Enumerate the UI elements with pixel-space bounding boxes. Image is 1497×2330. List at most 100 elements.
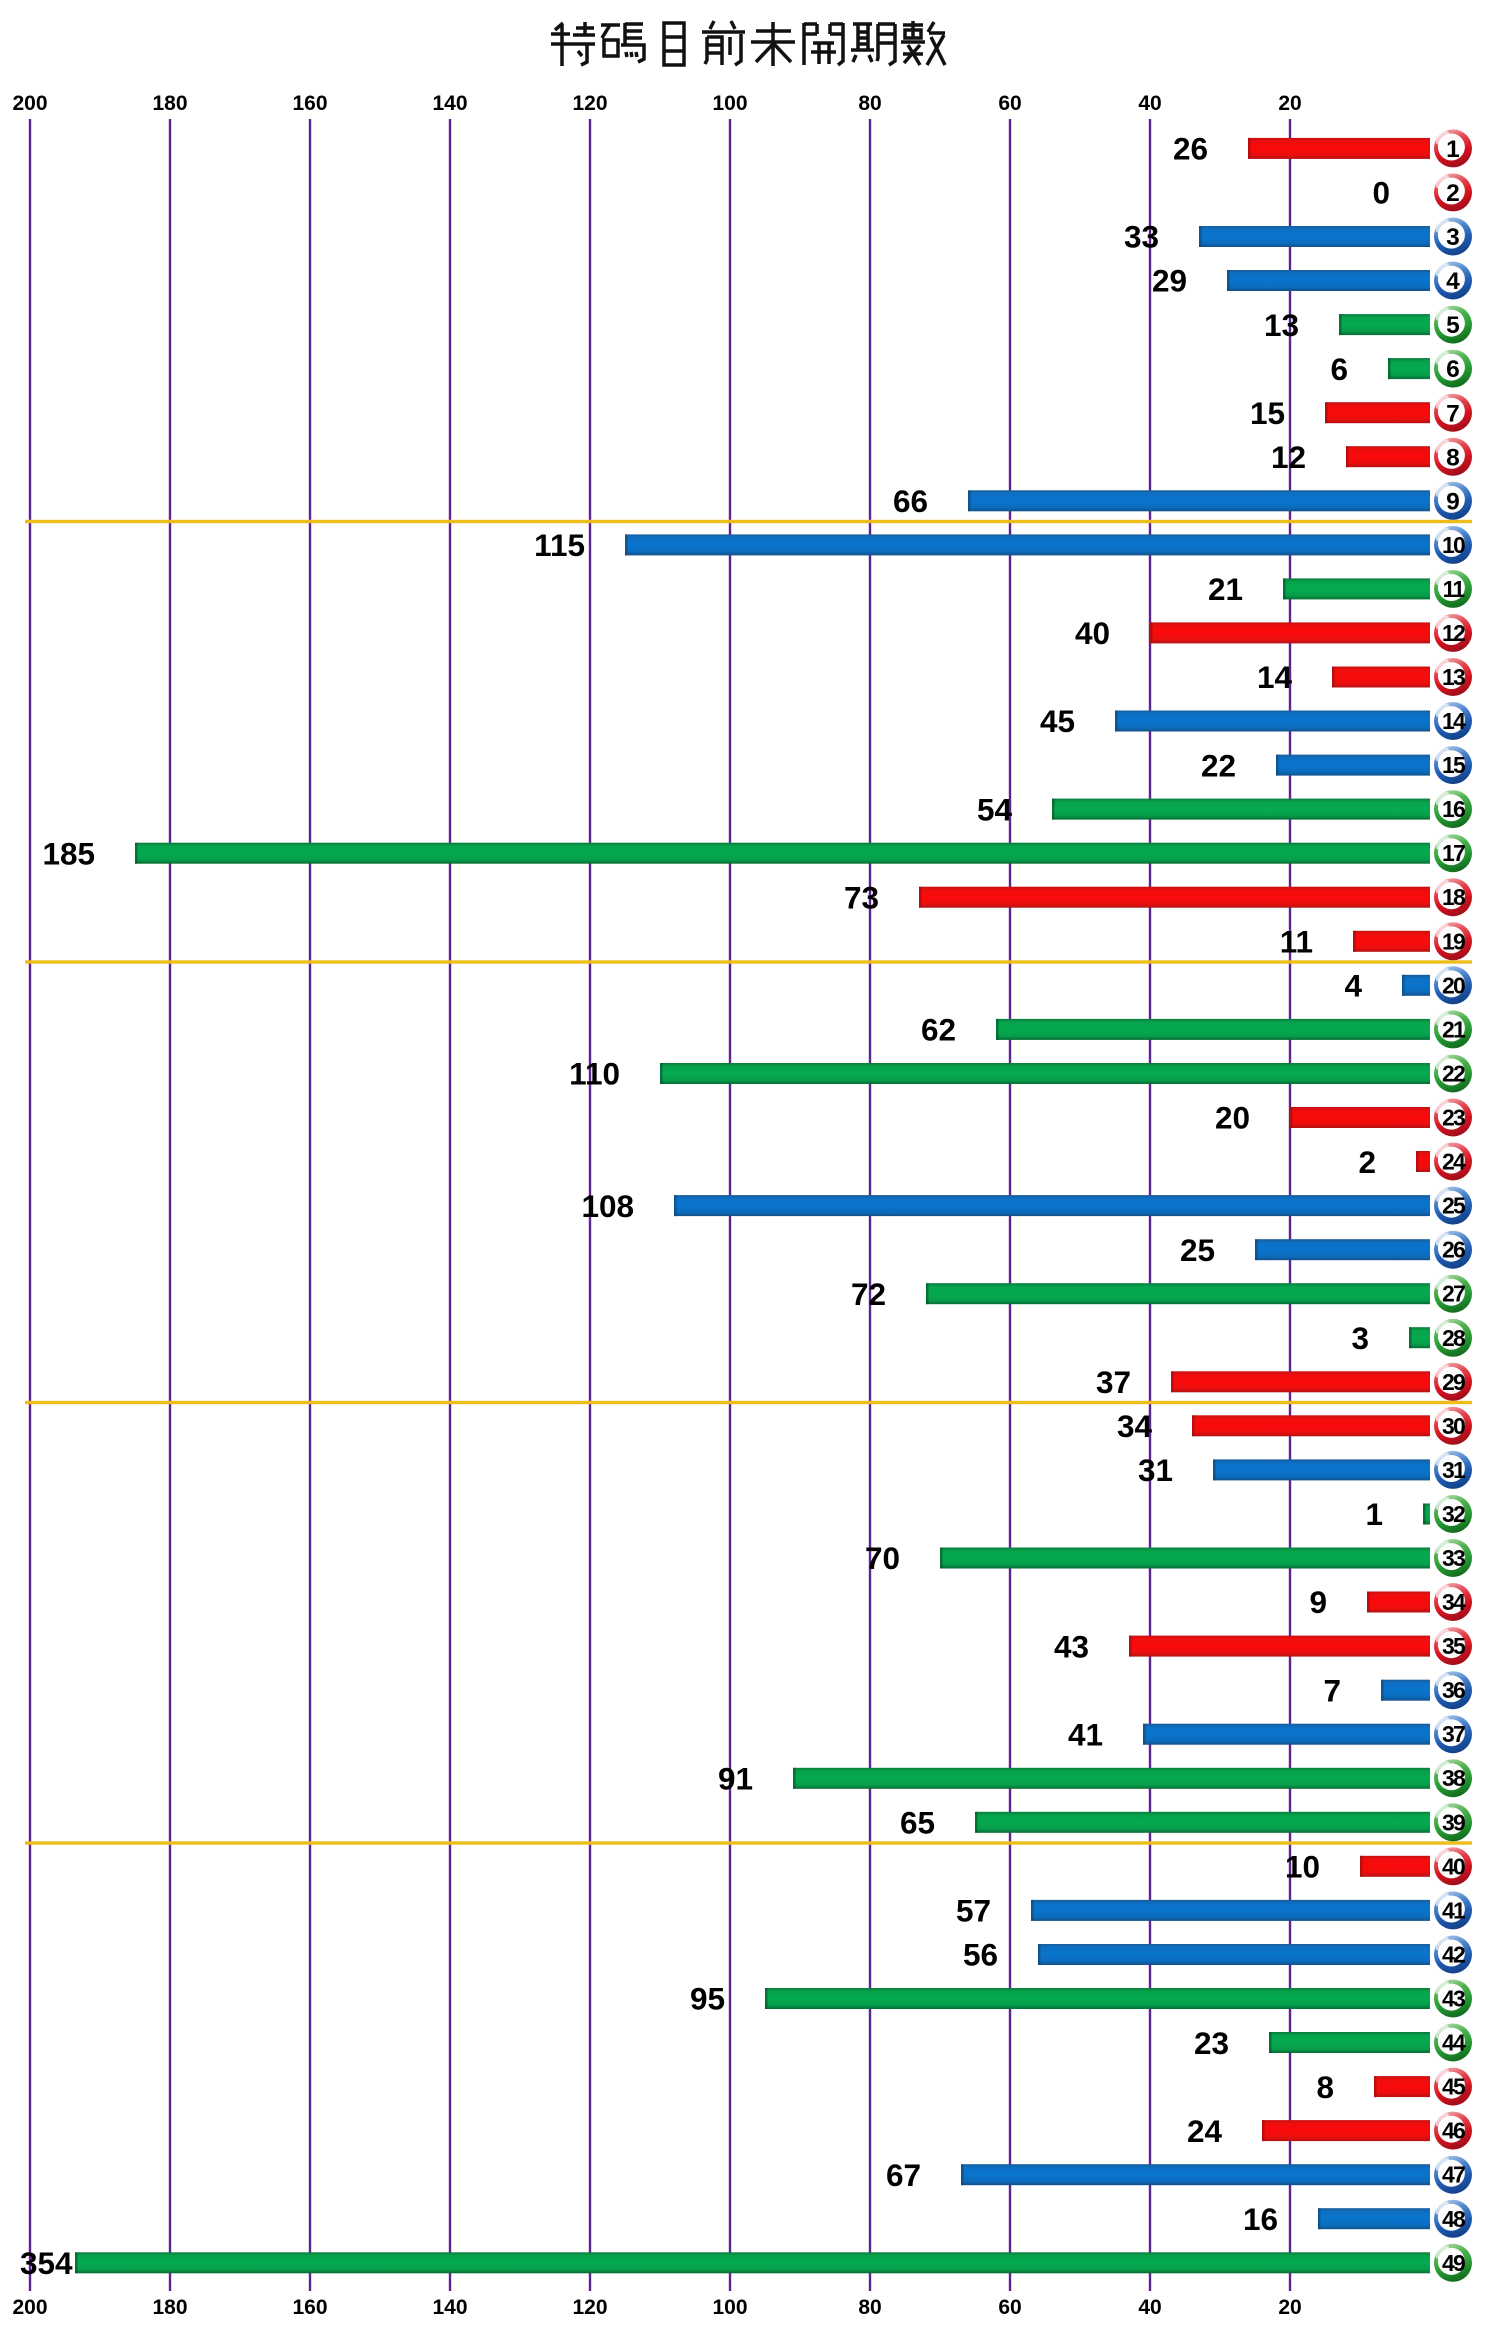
svg-text:16: 16: [1442, 796, 1465, 822]
svg-text:6: 6: [1330, 351, 1348, 387]
svg-text:20: 20: [1442, 972, 1465, 998]
svg-text:54: 54: [977, 791, 1013, 827]
svg-text:20: 20: [1278, 92, 1301, 115]
svg-text:37: 37: [1442, 1721, 1465, 1747]
svg-text:160: 160: [292, 2296, 327, 2319]
svg-text:34: 34: [1442, 1589, 1466, 1615]
svg-text:80: 80: [858, 2296, 881, 2319]
svg-text:19: 19: [1442, 928, 1465, 954]
svg-text:49: 49: [1442, 2250, 1465, 2276]
svg-text:0: 0: [1372, 175, 1390, 211]
svg-text:4: 4: [1344, 968, 1362, 1004]
svg-text:21: 21: [1208, 571, 1243, 607]
svg-text:17: 17: [1442, 840, 1465, 866]
svg-text:11: 11: [1443, 576, 1466, 602]
svg-text:44: 44: [1442, 2030, 1466, 2056]
svg-text:25: 25: [1180, 1232, 1215, 1268]
svg-text:40: 40: [1138, 2296, 1161, 2319]
svg-text:43: 43: [1054, 1628, 1089, 1664]
svg-text:6: 6: [1446, 356, 1460, 383]
svg-text:200: 200: [12, 92, 47, 115]
svg-text:100: 100: [712, 92, 747, 115]
svg-text:41: 41: [1442, 1897, 1466, 1923]
svg-text:3: 3: [1351, 1320, 1369, 1356]
svg-text:60: 60: [998, 2296, 1021, 2319]
svg-text:70: 70: [865, 1540, 900, 1576]
svg-text:22: 22: [1201, 747, 1236, 783]
svg-text:41: 41: [1068, 1716, 1103, 1752]
svg-text:91: 91: [718, 1761, 753, 1797]
svg-text:7: 7: [1446, 400, 1460, 427]
svg-text:2: 2: [1358, 1144, 1376, 1180]
svg-text:37: 37: [1096, 1364, 1131, 1400]
svg-text:3: 3: [1446, 224, 1460, 251]
svg-text:7: 7: [1323, 1672, 1341, 1708]
svg-text:40: 40: [1075, 615, 1110, 651]
svg-text:65: 65: [900, 1805, 935, 1841]
svg-text:45: 45: [1442, 2074, 1466, 2100]
svg-text:24: 24: [1187, 2113, 1223, 2149]
svg-text:40: 40: [1138, 92, 1161, 115]
svg-text:10: 10: [1442, 532, 1465, 558]
svg-text:8: 8: [1446, 444, 1460, 471]
svg-text:60: 60: [998, 92, 1021, 115]
svg-text:31: 31: [1138, 1452, 1173, 1488]
svg-text:18: 18: [1442, 884, 1466, 910]
svg-text:108: 108: [581, 1188, 634, 1224]
svg-text:12: 12: [1271, 439, 1306, 475]
svg-text:26: 26: [1173, 131, 1208, 167]
svg-text:38: 38: [1442, 1765, 1466, 1791]
svg-text:180: 180: [152, 92, 187, 115]
svg-text:25: 25: [1442, 1193, 1466, 1219]
svg-text:48: 48: [1442, 2206, 1466, 2232]
svg-text:14: 14: [1442, 708, 1466, 734]
svg-text:57: 57: [956, 1893, 991, 1929]
svg-text:26: 26: [1442, 1237, 1465, 1263]
svg-text:28: 28: [1442, 1325, 1466, 1351]
svg-text:34: 34: [1117, 1408, 1153, 1444]
svg-text:120: 120: [572, 92, 607, 115]
svg-text:10: 10: [1285, 1849, 1320, 1885]
svg-text:23: 23: [1442, 1105, 1465, 1131]
svg-text:9: 9: [1309, 1584, 1327, 1620]
svg-text:13: 13: [1442, 664, 1465, 690]
svg-text:62: 62: [921, 1012, 956, 1048]
svg-text:140: 140: [432, 92, 467, 115]
svg-text:1: 1: [1365, 1496, 1383, 1532]
svg-text:30: 30: [1442, 1413, 1465, 1439]
svg-text:5: 5: [1446, 312, 1460, 339]
svg-text:39: 39: [1442, 1809, 1465, 1835]
svg-text:15: 15: [1442, 752, 1466, 778]
svg-text:20: 20: [1215, 1100, 1250, 1136]
svg-text:354: 354: [20, 2245, 73, 2281]
svg-text:4: 4: [1446, 268, 1460, 295]
svg-text:11: 11: [1280, 924, 1313, 960]
svg-text:43: 43: [1442, 1986, 1465, 2012]
svg-text:9: 9: [1446, 488, 1460, 515]
svg-text:15: 15: [1250, 395, 1285, 431]
svg-text:21: 21: [1442, 1016, 1466, 1042]
svg-text:72: 72: [851, 1276, 886, 1312]
svg-text:73: 73: [844, 879, 879, 915]
svg-text:31: 31: [1442, 1457, 1466, 1483]
svg-text:140: 140: [432, 2296, 467, 2319]
svg-text:22: 22: [1442, 1061, 1465, 1087]
svg-text:8: 8: [1316, 2069, 1334, 2105]
svg-text:180: 180: [152, 2296, 187, 2319]
svg-text:29: 29: [1442, 1369, 1465, 1395]
svg-text:36: 36: [1442, 1677, 1465, 1703]
svg-text:80: 80: [858, 92, 881, 115]
svg-text:32: 32: [1442, 1501, 1465, 1527]
svg-text:66: 66: [893, 483, 928, 519]
svg-text:200: 200: [12, 2296, 47, 2319]
svg-text:2: 2: [1446, 180, 1460, 207]
svg-text:115: 115: [534, 527, 585, 563]
svg-text:33: 33: [1124, 219, 1159, 255]
svg-text:110: 110: [569, 1056, 620, 1092]
svg-text:1: 1: [1446, 136, 1460, 163]
svg-text:46: 46: [1442, 2118, 1465, 2144]
svg-text:160: 160: [292, 92, 327, 115]
svg-text:33: 33: [1442, 1545, 1465, 1571]
svg-text:16: 16: [1243, 2201, 1278, 2237]
svg-text:100: 100: [712, 2296, 747, 2319]
